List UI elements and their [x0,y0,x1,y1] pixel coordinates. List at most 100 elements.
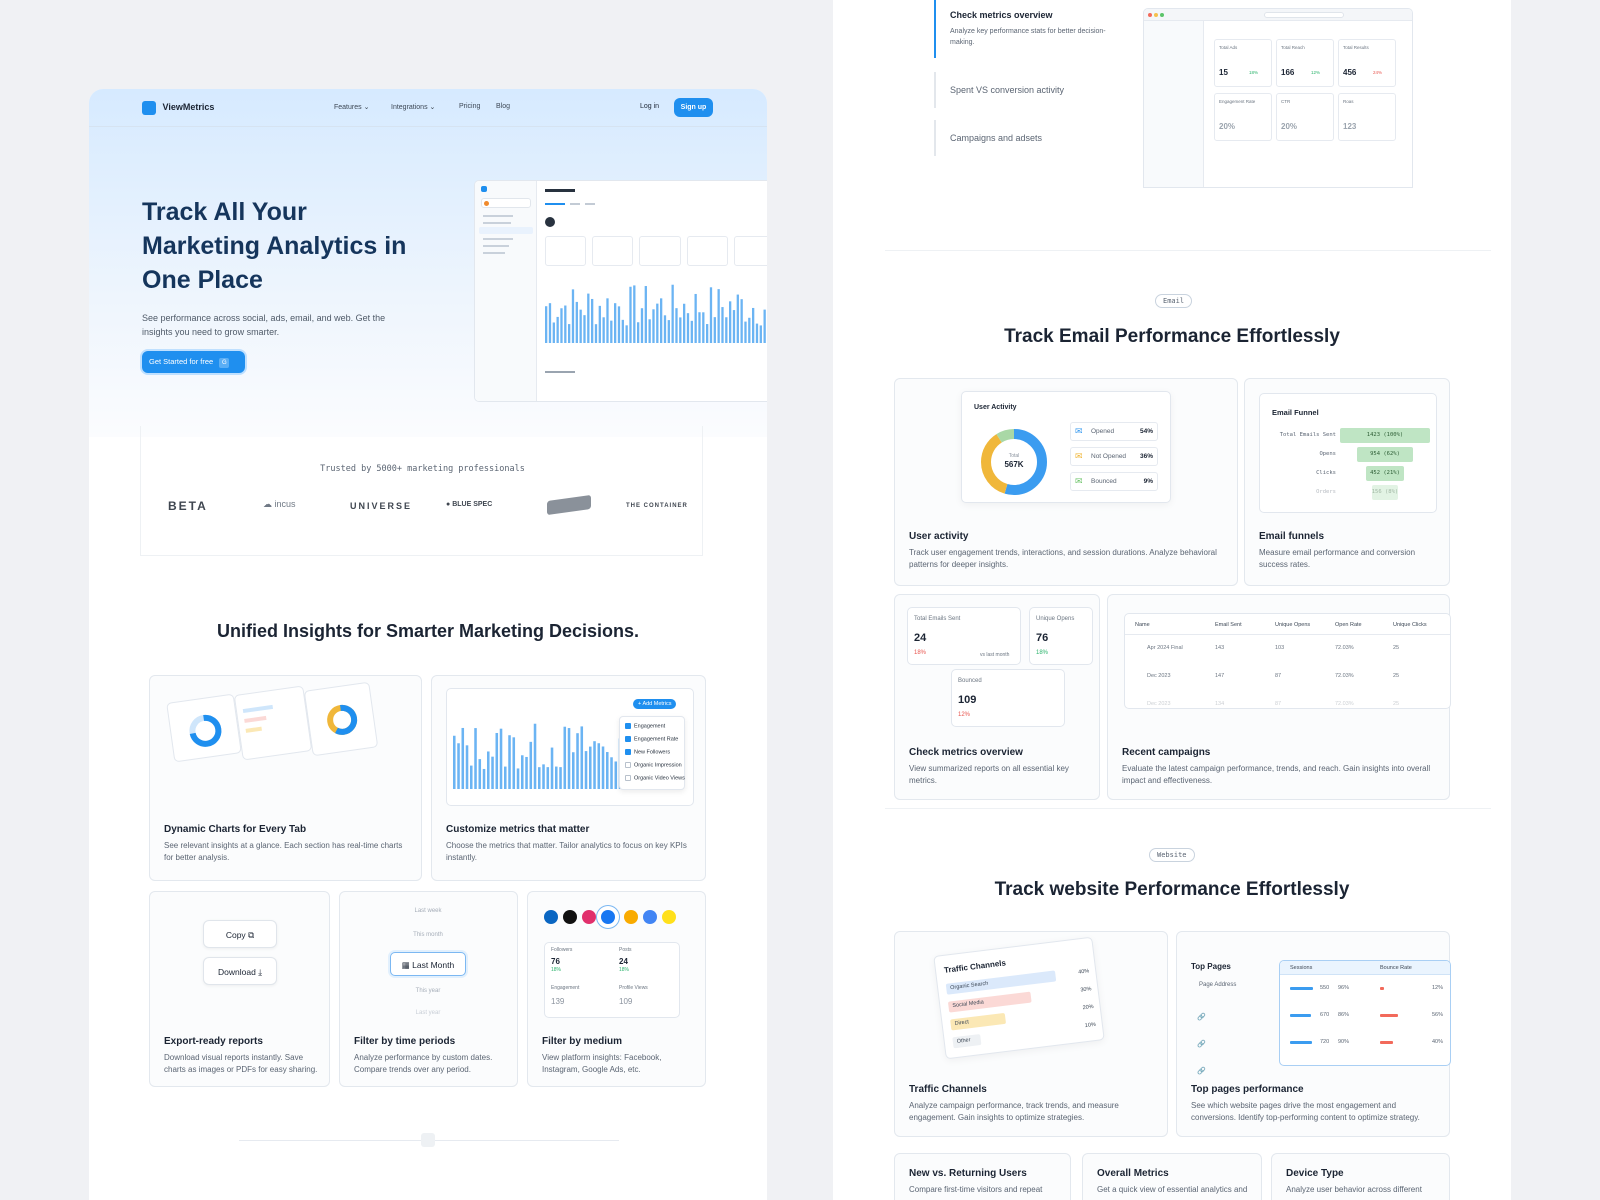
dashboard-preview [474,180,767,402]
table-row[interactable]: Apr 2024 Final 143 103 72.03% 25 [1125,642,1450,658]
chart-bar [610,320,613,343]
link-icon[interactable]: 🔗 [1197,1068,1206,1075]
funnel-bar [1372,485,1398,500]
period-option[interactable]: This month [413,932,443,938]
chart-bar [538,767,541,789]
brand-logo[interactable]: ViewMetrics [142,101,214,115]
table-header[interactable]: Bounce Rate [1380,965,1412,971]
chart-line-icon [142,101,156,115]
sessions-bar [1290,987,1314,990]
metric-option[interactable]: Engagement Rate [625,736,678,742]
table-row[interactable]: Dec 2023 134 87 72.03% 25 [1125,698,1450,708]
step-title[interactable]: Spent VS conversion activity [950,85,1065,95]
period-option[interactable]: This year [415,988,441,994]
card-title: Export-ready reports [164,1036,263,1047]
chart-bar [482,768,486,789]
funnel-label: Clicks [1316,470,1336,476]
preview-tab-active [545,203,565,205]
step-title[interactable]: Campaigns and adsets [950,133,1043,143]
nav-integrations[interactable]: Integrations ⌄ [391,103,435,111]
metrics-bar-chart [453,723,622,789]
chart-bar [706,324,709,343]
mini-donut-chart [189,714,222,747]
chart-bar [621,319,624,343]
login-link[interactable]: Log in [640,103,660,110]
table-header[interactable]: Name [1135,622,1150,628]
legend-value: 54% [1139,428,1153,435]
metric-change: 18% [551,967,562,973]
chart-bar [542,764,545,789]
signup-button[interactable]: Sign up [674,98,713,117]
facebook-icon[interactable] [601,910,615,924]
chart-bar [487,751,490,789]
chevron-down-icon: ⌄ [429,104,436,111]
metric-label: Bounced [958,678,982,684]
card-time-periods: Last week This month ▦ Last Month This y… [339,891,518,1087]
table-header[interactable]: Email Sent [1215,622,1242,628]
google-ads-icon[interactable] [643,910,657,924]
link-icon[interactable]: 🔗 [1197,1041,1206,1048]
table-cell: 25 [1393,701,1400,707]
metric-option[interactable]: Organic Video Views [625,775,685,781]
metric-option[interactable]: Organic Impression [625,762,682,768]
chart-bar [732,310,736,343]
hero-section: ViewMetrics Features ⌄ Integrations ⌄ Pr… [89,89,767,437]
download-button[interactable]: Download ⤓ [203,957,277,985]
sessions-bar [1290,1041,1312,1044]
table-header[interactable]: Open Rate [1335,622,1362,628]
mailchimp-icon[interactable] [662,910,676,924]
nav-blog[interactable]: Blog [496,103,511,110]
step-indicator [934,120,936,156]
legend-label: Opened [1091,428,1115,435]
logo-universe: UNIVERSE [350,501,413,511]
copy-button[interactable]: Copy ⧉ [203,920,277,948]
add-metrics-button[interactable]: + Add Metrics [633,699,677,709]
chart-bar [644,286,647,343]
traffic-value: 40% [1077,968,1090,976]
metric-option[interactable]: Engagement [625,723,665,729]
metric-label: Roas [1343,99,1354,104]
instagram-icon[interactable] [582,910,596,924]
donut-total-label: Total [1008,453,1020,459]
window-close-icon [1148,13,1152,17]
metric-note: vs last month [980,652,1010,658]
nav-features[interactable]: Features ⌄ [334,103,369,111]
mock-sidebar [1144,21,1204,187]
chart-bar [508,735,511,789]
get-started-button[interactable]: Get Started for free G [142,351,245,373]
linkedin-icon[interactable] [544,910,558,924]
card-medium: Followers 76 18% Posts 24 18% Engagement… [527,891,706,1087]
metric-option[interactable]: New Followers [625,749,670,755]
link-icon[interactable]: 🔗 [1197,1014,1206,1021]
preview-metric [592,236,634,266]
table-header[interactable]: Unique Opens [1275,622,1311,628]
card-traffic-channels: Traffic Channels Organic Search 40% Social… [894,931,1168,1137]
chart-bar [465,745,469,789]
card-title: Customize metrics that matter [446,824,590,835]
card-desc: Track user engagement trends, interactio… [909,548,1217,569]
funnel-bar [1357,447,1413,462]
x-icon[interactable] [563,910,577,924]
table-row[interactable]: Dec 2023 147 87 72.03% 25 [1125,670,1450,686]
period-option-selected[interactable]: ▦ Last Month [390,952,466,976]
preview-nav-item [483,245,509,247]
step-title[interactable]: Check metrics overview [950,10,1053,20]
nav-pricing[interactable]: Pricing [459,103,481,110]
mini-device-donut [327,704,358,735]
period-option[interactable]: Last year [415,1010,441,1016]
chart-bar [597,743,601,789]
table-cell: Dec 2023 [1147,673,1171,679]
google-analytics-icon[interactable] [624,910,638,924]
chart-bar [633,285,636,343]
table-header[interactable]: Unique Clicks [1393,622,1427,628]
table-cell: 72.03% [1335,701,1354,707]
table-header[interactable]: Sessions [1290,965,1313,971]
bounce-value: 12% [1432,985,1444,991]
bounce-bar [1380,987,1384,990]
card-recent-campaigns: Name Email Sent Unique Opens Open Rate Uniqu… [1107,594,1451,800]
card-title: Recent campaigns [1122,747,1211,758]
chart-bar [694,293,697,343]
chart-bar [591,298,594,343]
metric-label: Unique Opens [1036,616,1075,622]
period-option[interactable]: Last week [414,908,442,914]
